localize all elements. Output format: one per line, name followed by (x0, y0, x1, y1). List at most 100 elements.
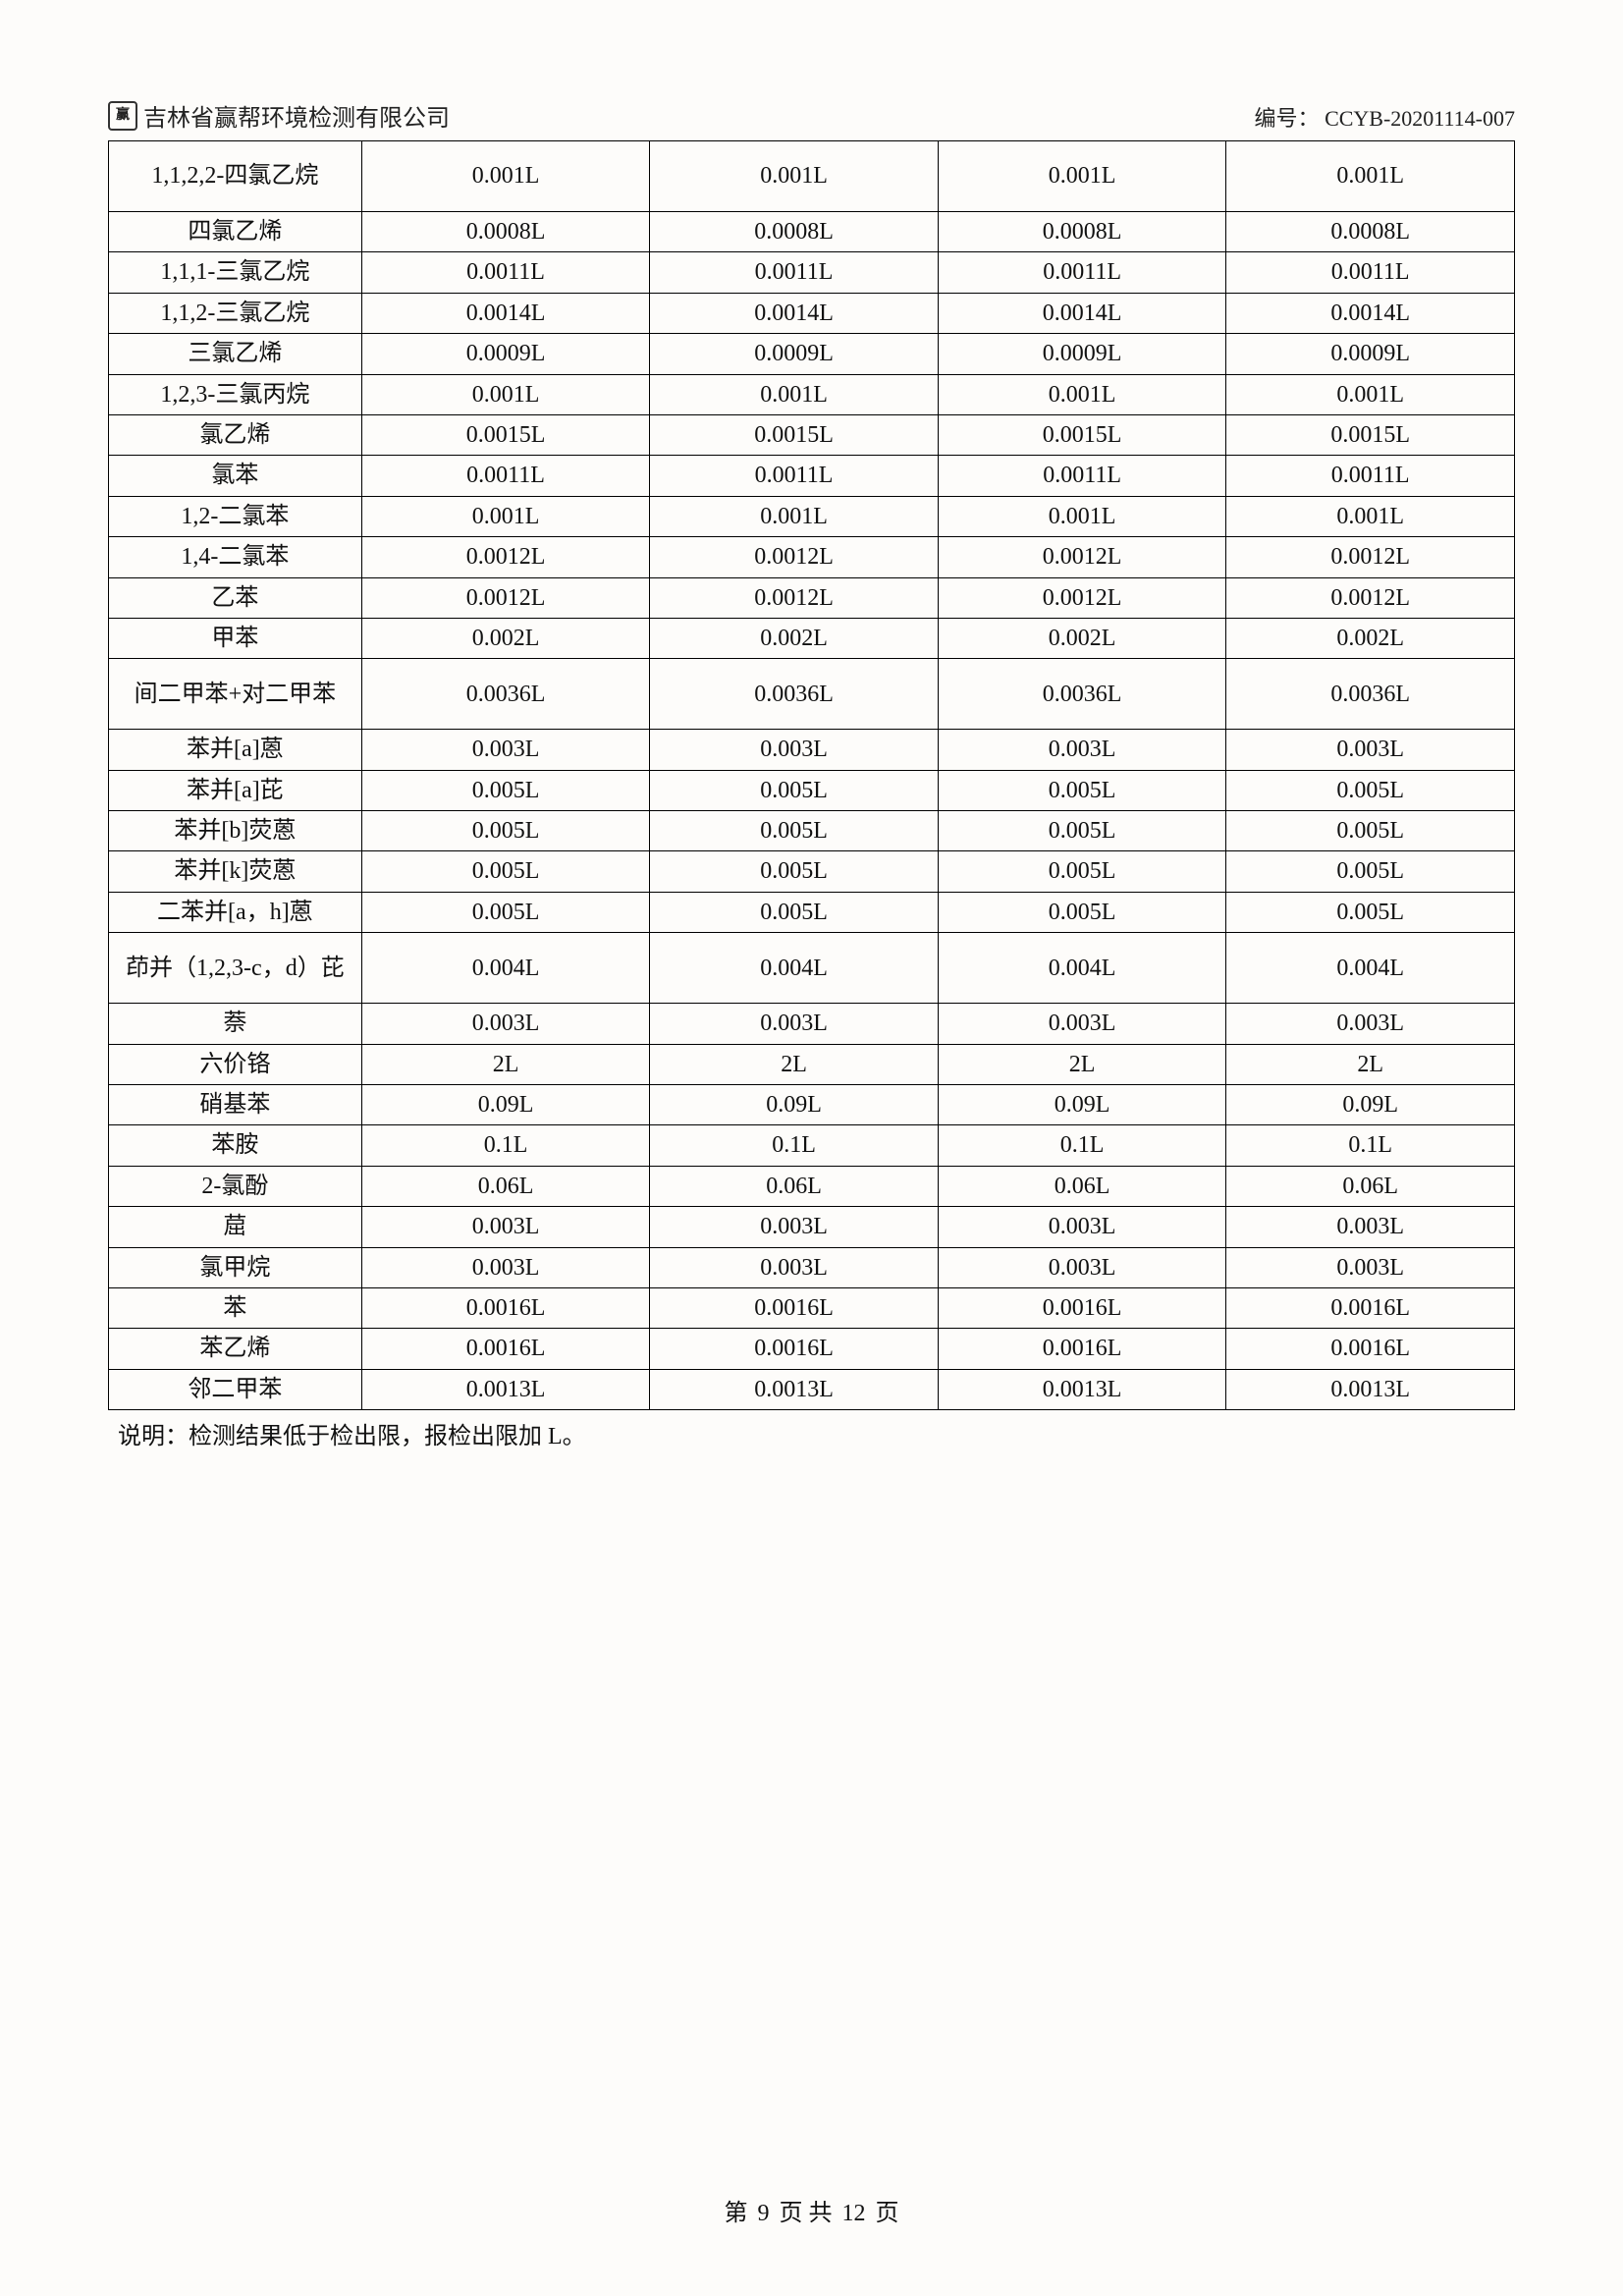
row-label: 1,2-二氯苯 (109, 496, 362, 536)
table-row: 茚并（1,2,3-c，d）芘0.004L0.004L0.004L0.004L (109, 933, 1515, 1004)
table-row: 苯并[a]蒽0.003L0.003L0.003L0.003L (109, 730, 1515, 770)
row-value: 2L (938, 1044, 1226, 1084)
table-row: 苯0.0016L0.0016L0.0016L0.0016L (109, 1287, 1515, 1328)
row-value: 0.004L (938, 933, 1226, 1004)
row-label: 间二甲苯+对二甲苯 (109, 659, 362, 730)
row-value: 0.0016L (361, 1329, 650, 1369)
row-value: 0.001L (1226, 496, 1515, 536)
page: 赢 吉林省赢帮环境检测有限公司 编号： CCYB-20201114-007 1,… (0, 0, 1623, 2296)
row-value: 0.1L (938, 1125, 1226, 1166)
row-value: 0.005L (938, 770, 1226, 810)
row-value: 0.003L (1226, 1004, 1515, 1044)
row-value: 0.09L (650, 1085, 939, 1125)
table-row: 间二甲苯+对二甲苯0.0036L0.0036L0.0036L0.0036L (109, 659, 1515, 730)
row-value: 0.001L (361, 141, 650, 212)
row-value: 0.003L (938, 1247, 1226, 1287)
table-row: 1,2,3-三氯丙烷0.001L0.001L0.001L0.001L (109, 374, 1515, 414)
row-value: 0.001L (361, 374, 650, 414)
row-label: 2-氯酚 (109, 1166, 362, 1206)
row-value: 0.0016L (650, 1329, 939, 1369)
results-table: 1,1,2,2-四氯乙烷0.001L0.001L0.001L0.001L四氯乙烯… (108, 140, 1515, 1410)
row-label: 硝基苯 (109, 1085, 362, 1125)
row-value: 0.005L (1226, 892, 1515, 932)
row-value: 0.001L (361, 496, 650, 536)
table-row: 苯胺0.1L0.1L0.1L0.1L (109, 1125, 1515, 1166)
row-value: 0.1L (1226, 1125, 1515, 1166)
row-value: 0.0011L (938, 456, 1226, 496)
row-value: 0.0016L (361, 1287, 650, 1328)
row-value: 0.0014L (938, 293, 1226, 333)
table-row: 1,1,1-三氯乙烷0.0011L0.0011L0.0011L0.0011L (109, 252, 1515, 293)
row-label: 茚并（1,2,3-c，d）芘 (109, 933, 362, 1004)
row-value: 0.0013L (361, 1369, 650, 1409)
row-value: 0.0016L (938, 1287, 1226, 1328)
row-label: 1,1,2,2-四氯乙烷 (109, 141, 362, 212)
table-row: 苯并[a]芘0.005L0.005L0.005L0.005L (109, 770, 1515, 810)
row-value: 0.0012L (938, 537, 1226, 577)
footer-total: 12 (842, 2201, 866, 2226)
row-value: 0.0008L (650, 212, 939, 252)
table-note: 说明：检测结果低于检出限，报检出限加 L。 (108, 1416, 1515, 1450)
table-row: 2-氯酚0.06L0.06L0.06L0.06L (109, 1166, 1515, 1206)
table-row: 苯并[b]荧蒽0.005L0.005L0.005L0.005L (109, 811, 1515, 851)
row-value: 0.003L (650, 1004, 939, 1044)
row-value: 0.003L (650, 1247, 939, 1287)
row-value: 0.003L (1226, 1247, 1515, 1287)
row-value: 0.0015L (1226, 414, 1515, 455)
row-value: 0.005L (361, 770, 650, 810)
row-value: 0.005L (650, 851, 939, 892)
row-label: 苯并[k]荧蒽 (109, 851, 362, 892)
row-value: 0.0011L (650, 456, 939, 496)
table-row: 䓛0.003L0.003L0.003L0.003L (109, 1207, 1515, 1247)
row-value: 0.0011L (1226, 456, 1515, 496)
row-label: 氯甲烷 (109, 1247, 362, 1287)
table-row: 氯甲烷0.003L0.003L0.003L0.003L (109, 1247, 1515, 1287)
row-value: 0.005L (650, 892, 939, 932)
row-value: 0.0011L (938, 252, 1226, 293)
table-row: 四氯乙烯0.0008L0.0008L0.0008L0.0008L (109, 212, 1515, 252)
row-value: 0.0016L (650, 1287, 939, 1328)
row-value: 0.0012L (361, 537, 650, 577)
row-value: 0.0015L (361, 414, 650, 455)
row-value: 0.1L (361, 1125, 650, 1166)
row-value: 0.0036L (361, 659, 650, 730)
row-value: 2L (361, 1044, 650, 1084)
row-value: 0.005L (361, 851, 650, 892)
row-label: 䓛 (109, 1207, 362, 1247)
row-value: 0.005L (1226, 770, 1515, 810)
row-label: 邻二甲苯 (109, 1369, 362, 1409)
row-value: 0.001L (1226, 374, 1515, 414)
row-value: 0.005L (1226, 851, 1515, 892)
row-label: 1,1,2-三氯乙烷 (109, 293, 362, 333)
row-value: 0.0009L (650, 334, 939, 374)
row-label: 苯 (109, 1287, 362, 1328)
row-value: 0.003L (1226, 1207, 1515, 1247)
row-value: 0.0014L (650, 293, 939, 333)
row-value: 0.001L (650, 496, 939, 536)
row-label: 1,4-二氯苯 (109, 537, 362, 577)
row-value: 0.0014L (1226, 293, 1515, 333)
row-value: 0.004L (361, 933, 650, 1004)
row-value: 0.0009L (1226, 334, 1515, 374)
row-value: 0.003L (1226, 730, 1515, 770)
row-value: 0.005L (650, 811, 939, 851)
row-label: 1,2,3-三氯丙烷 (109, 374, 362, 414)
row-value: 0.0013L (938, 1369, 1226, 1409)
row-value: 0.0012L (361, 577, 650, 618)
table-row: 二苯并[a，h]蒽0.005L0.005L0.005L0.005L (109, 892, 1515, 932)
table-row: 邻二甲苯0.0013L0.0013L0.0013L0.0013L (109, 1369, 1515, 1409)
row-value: 0.0015L (938, 414, 1226, 455)
row-value: 0.0009L (938, 334, 1226, 374)
row-label: 氯乙烯 (109, 414, 362, 455)
docno-value: CCYB-20201114-007 (1325, 106, 1515, 131)
docno-label: 编号： (1255, 106, 1320, 131)
row-label: 苯并[b]荧蒽 (109, 811, 362, 851)
table-row: 苯乙烯0.0016L0.0016L0.0016L0.0016L (109, 1329, 1515, 1369)
row-value: 0.0013L (650, 1369, 939, 1409)
row-value: 0.09L (361, 1085, 650, 1125)
row-value: 0.0036L (1226, 659, 1515, 730)
row-value: 0.003L (361, 1004, 650, 1044)
row-value: 0.002L (1226, 618, 1515, 658)
row-value: 0.004L (1226, 933, 1515, 1004)
row-value: 0.0011L (361, 456, 650, 496)
